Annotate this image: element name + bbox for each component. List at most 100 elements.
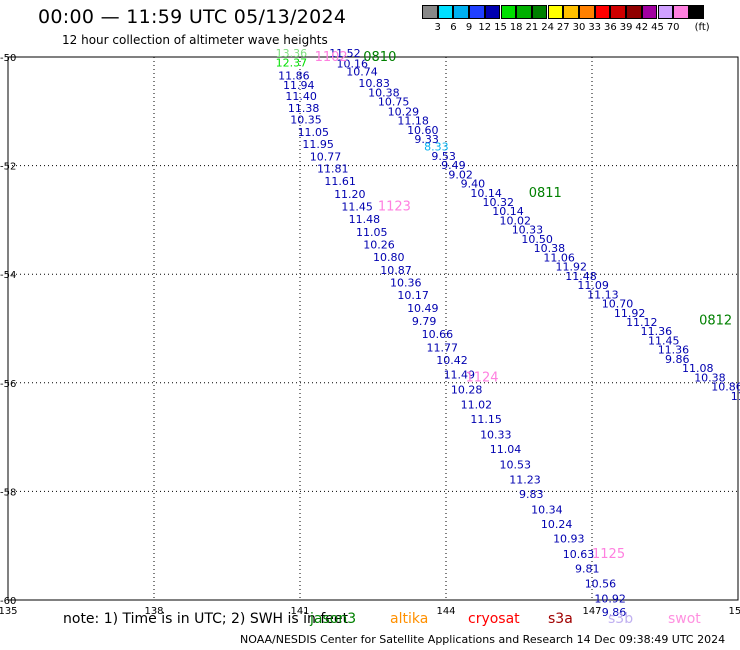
swh-value-jason3: 10.74 <box>346 66 378 79</box>
legend-label: 36 <box>604 22 617 33</box>
swh-value-swot: 11.05 <box>356 226 388 239</box>
swh-value-jason3: 10.38 <box>368 86 400 99</box>
satellite-label-s3a: s3a <box>548 611 573 627</box>
swh-value-swot: 9.86 <box>602 606 627 619</box>
swh-value-swot: 11.94 <box>283 79 315 92</box>
credit-text: NOAA/NESDIS Center for Satellite Applica… <box>240 633 726 646</box>
swh-value-swot: 10.77 <box>310 150 342 163</box>
swh-value-jason3: 9.40 <box>461 178 486 191</box>
swh-value-jason3: 10.86 <box>711 381 740 394</box>
swh-value-jason3: 11.08 <box>682 362 714 375</box>
swh-value-jason3: 10.14 <box>492 205 524 218</box>
swh-value-swot: 9.83 <box>519 488 544 501</box>
swh-value-swot: 10.26 <box>363 238 395 251</box>
swh-value-swot: 10.56 <box>585 578 617 591</box>
swh-value-jason3: 11.52 <box>329 47 361 60</box>
legend-swatch <box>437 5 454 19</box>
swh-value-swot: 10.92 <box>594 592 626 605</box>
swh-value-swot: 9.79 <box>412 315 437 328</box>
swh-value-swot: 11.77 <box>427 342 459 355</box>
swh-value-swot: 11.23 <box>509 473 541 486</box>
swh-value-jason3: 11.06 <box>543 251 575 264</box>
legend-label: 24 <box>541 22 554 33</box>
swh-value-jason3: 9.53 <box>431 150 456 163</box>
swh-value-jason3: 9.33 <box>414 133 439 146</box>
satellite-label-altika: altika <box>390 611 429 627</box>
chart-title: 00:00 — 11:59 UTC 05/13/2024 <box>38 6 347 28</box>
swh-value-swot: 10.80 <box>373 251 405 264</box>
legend-swatch <box>594 5 611 19</box>
time-label: 1125 <box>592 547 625 562</box>
legend-label: 39 <box>619 22 633 33</box>
swh-value-swot: 11.02 <box>461 399 493 412</box>
swh-value-jason3: 11.36 <box>641 325 673 338</box>
note-text: note: 1) Time is in UTC; 2) SWH is in fe… <box>63 611 349 627</box>
legend-swatch <box>657 5 673 19</box>
swh-value-jason3: 9.86 <box>665 353 690 366</box>
legend-label: 21 <box>525 22 539 33</box>
swh-value-jason3: 11.92 <box>614 307 646 320</box>
swh-value-swot: 10.17 <box>397 289 429 302</box>
time-label: 1123 <box>378 199 411 214</box>
y-tick-label: -52 <box>0 162 16 173</box>
swh-value-swot: 12.37 <box>276 56 308 69</box>
y-tick-label: -56 <box>0 379 16 390</box>
time-label: 0812 <box>699 313 732 328</box>
legend-label: 15 <box>494 22 507 33</box>
swh-value-jason3: 8.33 <box>424 141 449 154</box>
time-label: 0811 <box>529 186 562 201</box>
swh-value-swot: 11.49 <box>444 369 476 382</box>
swh-value-jason3: 10.29 <box>388 105 420 118</box>
x-tick-label: 141 <box>290 606 309 617</box>
time-label: 0810 <box>363 50 396 65</box>
swh-value-jason3: 10.38 <box>534 242 566 255</box>
swh-value-jason3: 10.02 <box>500 214 532 227</box>
swh-value-swot: 11.05 <box>298 126 330 139</box>
swh-value-jason3: 10.70 <box>602 298 634 311</box>
plot-frame <box>7 56 739 601</box>
x-tick-label: 135 <box>0 606 18 617</box>
swh-value-swot: 11.86 <box>278 69 310 82</box>
satellite-label-swot: swot <box>668 611 701 627</box>
swh-value-swot: 11.95 <box>302 138 334 151</box>
satellite-label-jason3: jason3 <box>310 611 357 627</box>
swh-value-jason3: 10.14 <box>470 187 502 200</box>
swh-value-swot: 11.20 <box>334 188 366 201</box>
swh-value-jason3: 9.49 <box>441 159 466 172</box>
legend-label: 6 <box>450 22 457 33</box>
satellite-label-cryosat: cryosat <box>468 611 520 627</box>
swh-value-swot: 11.61 <box>324 175 356 188</box>
swh-value-jason3: 11.18 <box>397 115 429 128</box>
x-tick-label: 150 <box>728 606 740 617</box>
legend-swatch <box>484 5 501 19</box>
legend-label: 45 <box>651 22 664 33</box>
swh-value-swot: 10.63 <box>563 548 595 561</box>
legend-swatch <box>673 5 689 19</box>
swh-value-swot: 11.48 <box>349 213 381 226</box>
swh-value-swot: 11.45 <box>341 200 373 213</box>
satellite-label-s3b: s3b <box>608 611 634 627</box>
y-tick-label: -54 <box>0 270 16 281</box>
legend-label: 12 <box>478 22 492 33</box>
legend-swatch <box>516 5 532 19</box>
legend-swatch <box>641 5 658 19</box>
swh-value-swot: 11.81 <box>317 162 349 175</box>
swh-value-swot: 13.36 <box>276 47 308 60</box>
swh-value-swot: 10.36 <box>390 276 422 289</box>
swh-value-jason3: 11.09 <box>577 279 609 292</box>
legend-label: 33 <box>588 22 602 33</box>
y-tick-label: -58 <box>0 487 16 498</box>
time-label: 1102 <box>315 50 348 65</box>
swh-value-jason3: 11.36 <box>658 344 690 357</box>
legend-unit: (ft) <box>694 22 710 33</box>
swh-value-jason3: 11.92 <box>556 261 588 274</box>
legend-label: 30 <box>572 22 586 33</box>
legend-swatch <box>579 5 595 19</box>
swh-value-jason3: 9.02 <box>448 168 473 181</box>
legend-swatch <box>547 5 564 19</box>
swh-value-swot: 10.33 <box>480 428 512 441</box>
legend-label: 42 <box>635 22 649 33</box>
legend-label: 18 <box>509 22 523 33</box>
legend-swatch <box>688 5 705 19</box>
legend-swatch <box>563 5 579 19</box>
